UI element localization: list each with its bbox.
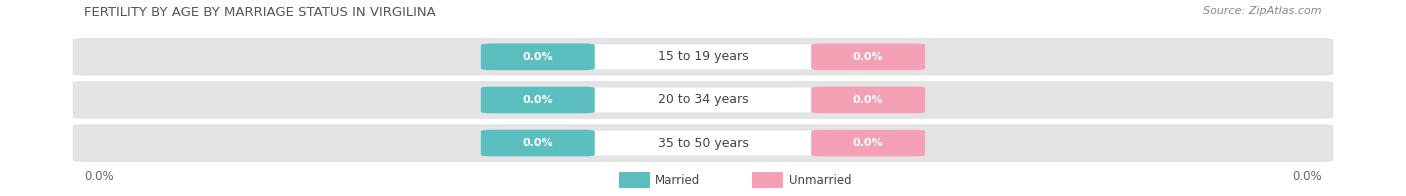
- FancyBboxPatch shape: [481, 44, 595, 70]
- FancyBboxPatch shape: [73, 39, 1333, 75]
- Text: Source: ZipAtlas.com: Source: ZipAtlas.com: [1204, 6, 1322, 16]
- Text: Married: Married: [655, 174, 700, 187]
- FancyBboxPatch shape: [583, 44, 823, 70]
- FancyBboxPatch shape: [811, 87, 925, 113]
- Text: Unmarried: Unmarried: [789, 174, 852, 187]
- Text: FERTILITY BY AGE BY MARRIAGE STATUS IN VIRGILINA: FERTILITY BY AGE BY MARRIAGE STATUS IN V…: [84, 6, 436, 19]
- FancyBboxPatch shape: [619, 172, 650, 188]
- Text: 0.0%: 0.0%: [84, 170, 114, 183]
- Text: 0.0%: 0.0%: [853, 138, 883, 148]
- FancyBboxPatch shape: [583, 87, 823, 113]
- FancyBboxPatch shape: [752, 172, 783, 188]
- FancyBboxPatch shape: [583, 130, 823, 156]
- FancyBboxPatch shape: [481, 130, 595, 156]
- Text: 15 to 19 years: 15 to 19 years: [658, 50, 748, 63]
- Text: 0.0%: 0.0%: [853, 52, 883, 62]
- Text: 20 to 34 years: 20 to 34 years: [658, 93, 748, 106]
- FancyBboxPatch shape: [811, 130, 925, 156]
- Text: 0.0%: 0.0%: [523, 95, 553, 105]
- FancyBboxPatch shape: [811, 44, 925, 70]
- Text: 0.0%: 0.0%: [1292, 170, 1322, 183]
- Text: 0.0%: 0.0%: [523, 52, 553, 62]
- Text: 35 to 50 years: 35 to 50 years: [658, 137, 748, 150]
- FancyBboxPatch shape: [481, 87, 595, 113]
- Text: 0.0%: 0.0%: [853, 95, 883, 105]
- Text: 0.0%: 0.0%: [523, 138, 553, 148]
- FancyBboxPatch shape: [73, 125, 1333, 161]
- FancyBboxPatch shape: [73, 82, 1333, 118]
